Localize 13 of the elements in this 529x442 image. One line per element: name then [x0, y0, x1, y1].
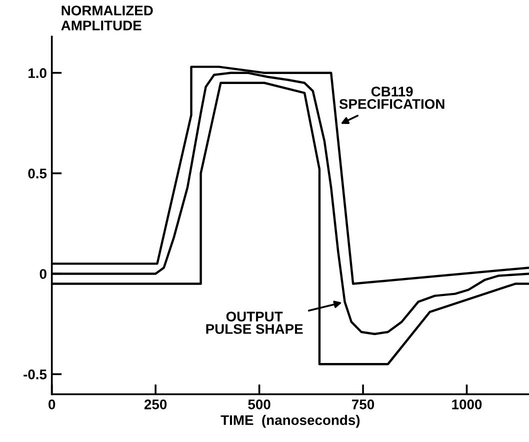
x-tick-label: 750 — [352, 399, 374, 410]
y-tick-label: -0.5 — [24, 370, 47, 380]
annotation: OUTPUT PULSE SHAPE — [206, 312, 303, 334]
annotation: CB119 SPECIFICATION — [339, 86, 444, 109]
y-tick-label: 0.5 — [28, 168, 47, 178]
x-axis-title: TIME (nanoseconds) — [220, 414, 360, 428]
x-tick-label: 1000 — [452, 399, 482, 410]
x-tick-label: 500 — [248, 399, 270, 410]
y-axis-title: NORMALIZED AMPLITUDE — [61, 6, 153, 30]
y-tick-label: 0 — [40, 269, 46, 279]
x-tick-label: 250 — [144, 399, 167, 410]
x-tick-label: 0 — [48, 399, 56, 410]
y-tick-label: 1.0 — [28, 68, 46, 78]
